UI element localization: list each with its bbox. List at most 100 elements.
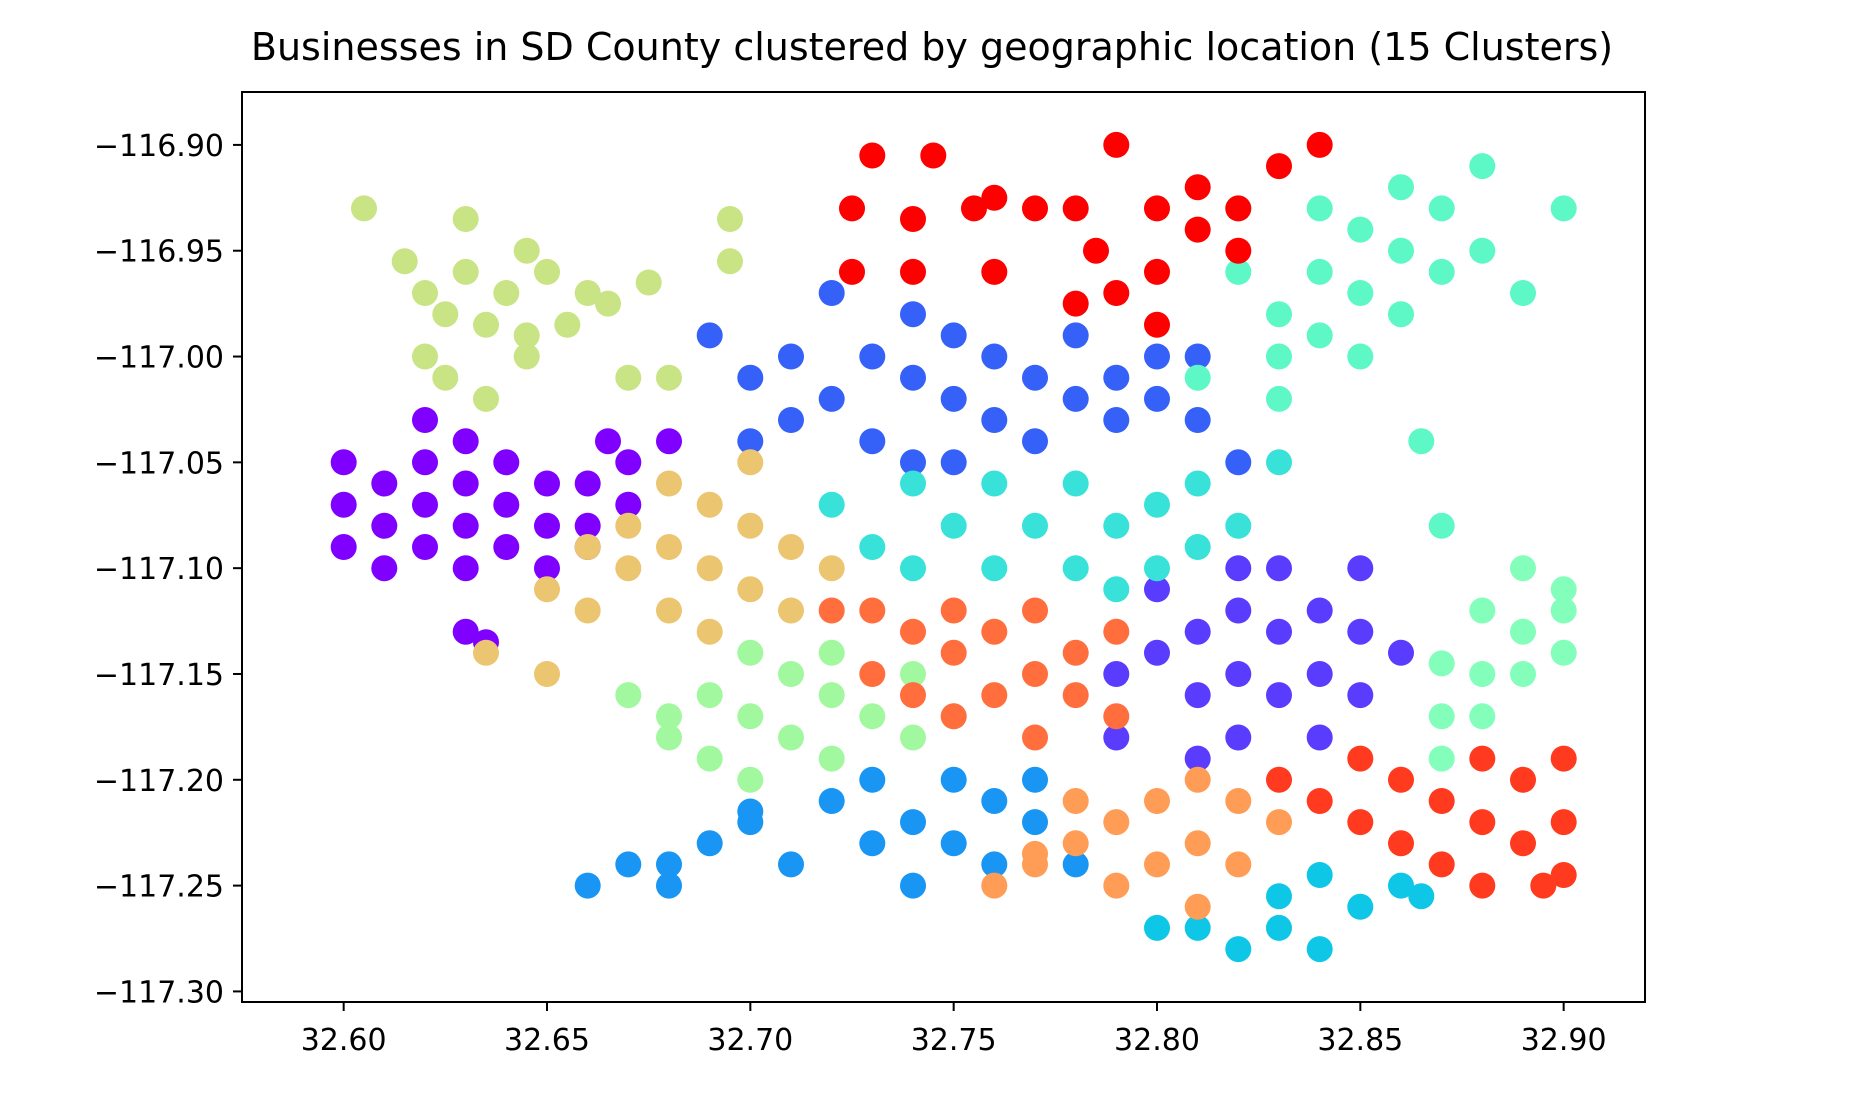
scatter-point-cluster-3-24: [1144, 385, 1170, 412]
scatter-point-cluster-10-3: [412, 280, 438, 306]
scatter-point-cluster-10-13: [574, 280, 601, 306]
scatter-point-cluster-2-9: [1266, 555, 1292, 582]
scatter-point-cluster-11-14: [737, 576, 764, 603]
scatter-point-cluster-14-14: [1550, 745, 1577, 772]
scatter-point-cluster-13-12: [1022, 724, 1048, 751]
scatter-point-cluster-1-12: [452, 470, 479, 497]
scatter-point-cluster-14-12: [1510, 766, 1536, 793]
scatter-point-cluster-12-4: [1103, 809, 1130, 836]
scatter-point-cluster-15-8: [839, 258, 865, 285]
scatter-point-cluster-9-13: [859, 703, 886, 730]
scatter-point-cluster-2-21: [1184, 745, 1211, 772]
scatter-point-cluster-11-19: [534, 661, 560, 687]
scatter-point-cluster-7-20: [1184, 364, 1211, 391]
scatter-point-cluster-1-9: [412, 491, 438, 518]
scatter-point-cluster-6-13: [1144, 491, 1170, 518]
scatter-point-cluster-11-1: [534, 576, 560, 603]
scatter-point-cluster-10-14: [595, 290, 621, 317]
scatter-point-cluster-4-16: [1022, 809, 1048, 836]
scatter-point-cluster-2-20: [1388, 639, 1414, 666]
scatter-point-cluster-9-4: [696, 682, 723, 709]
scatter-point-cluster-10-15: [412, 343, 438, 370]
scatter-point-cluster-11-7: [656, 534, 682, 560]
scatter-point-cluster-1-22: [574, 512, 601, 539]
scatter-point-cluster-11-16: [778, 597, 804, 624]
scatter-point-cluster-1-17: [493, 534, 520, 560]
scatter-point-cluster-10-1: [351, 195, 377, 222]
scatter-point-cluster-6-16: [1184, 470, 1211, 497]
scatter-point-cluster-4-11: [940, 766, 967, 793]
scatter-point-cluster-13-9: [981, 682, 1008, 709]
scatter-point-cluster-1-26: [615, 491, 642, 518]
scatter-point-cluster-2-4: [1184, 682, 1211, 709]
scatter-point-cluster-7-18: [1510, 280, 1536, 306]
scatter-point-cluster-8-5: [1469, 597, 1496, 624]
points-layer: [330, 131, 1577, 963]
scatter-point-cluster-10-5: [452, 206, 479, 232]
scatter-point-cluster-7-23: [1266, 385, 1292, 412]
scatter-point-cluster-10-23: [635, 269, 662, 296]
scatter-point-cluster-3-1: [737, 364, 764, 391]
scatter-point-cluster-12-11: [1225, 788, 1252, 814]
chart-title: Businesses in SD County clustered by geo…: [251, 25, 1613, 69]
scatter-point-cluster-2-18: [1103, 661, 1130, 687]
scatter-point-cluster-11-13: [737, 512, 764, 539]
scatter-point-cluster-4-1: [656, 872, 682, 899]
scatter-point-cluster-10-21: [717, 206, 743, 232]
scatter-point-cluster-4-2: [656, 851, 682, 878]
scatter-point-cluster-11-5: [615, 555, 642, 582]
scatter-point-cluster-2-7: [1225, 661, 1252, 687]
scatter-point-cluster-12-14: [1062, 788, 1089, 814]
scatter-point-cluster-13-10: [1022, 597, 1048, 624]
scatter-point-cluster-1-14: [452, 555, 479, 582]
scatter-point-cluster-1-21: [574, 470, 601, 497]
scatter-point-cluster-15-24: [1062, 290, 1089, 317]
scatter-point-cluster-14-4: [1347, 809, 1374, 836]
scatter-point-cluster-1-11: [452, 428, 479, 455]
scatter-point-cluster-3-8: [859, 428, 886, 455]
scatter-point-cluster-9-2: [656, 703, 682, 730]
scatter-point-cluster-2-10: [1266, 618, 1292, 645]
scatter-point-cluster-5-10: [1408, 883, 1435, 910]
scatter-point-cluster-3-2: [737, 428, 764, 455]
scatter-point-cluster-13-14: [1062, 682, 1089, 709]
scatter-point-cluster-9-11: [818, 639, 845, 666]
scatter-point-cluster-14-5: [1388, 766, 1414, 793]
scatter-point-cluster-10-7: [473, 311, 499, 338]
scatter-point-cluster-8-8: [1510, 555, 1536, 582]
scatter-point-cluster-10-19: [615, 364, 642, 391]
scatter-point-cluster-13-16: [1103, 703, 1130, 730]
scatter-point-cluster-4-14: [981, 851, 1008, 878]
scatter-point-cluster-15-4: [920, 142, 947, 169]
scatter-point-cluster-7-7: [1306, 322, 1333, 349]
y-tick-label: −117.30: [94, 975, 224, 1010]
scatter-point-cluster-3-16: [981, 407, 1008, 433]
scatter-point-cluster-12-9: [1184, 830, 1211, 857]
scatter-point-cluster-9-14: [900, 661, 926, 687]
scatter-point-cluster-1-24: [595, 428, 621, 455]
scatter-point-cluster-7-15: [1428, 258, 1455, 285]
scatter-point-cluster-2-15: [1347, 555, 1374, 582]
scatter-point-cluster-10-20: [656, 364, 682, 391]
scatter-point-cluster-1-15: [493, 449, 520, 476]
scatter-point-cluster-3-5: [818, 280, 845, 306]
scatter-point-cluster-2-6: [1225, 597, 1252, 624]
scatter-point-cluster-7-8: [1347, 216, 1374, 243]
scatter-point-cluster-12-12: [1225, 851, 1252, 878]
scatter-point-cluster-1-25: [615, 449, 642, 476]
scatter-point-cluster-15-15: [1144, 195, 1170, 222]
scatter-point-cluster-4-12: [940, 830, 967, 857]
scatter-point-cluster-11-8: [656, 597, 682, 624]
scatter-point-cluster-6-15: [1184, 534, 1211, 560]
scatter-point-cluster-3-22: [1103, 407, 1130, 433]
scatter-point-cluster-1-18: [534, 470, 560, 497]
scatter-point-cluster-11-12: [737, 449, 764, 476]
scatter-point-cluster-12-15: [1022, 840, 1048, 867]
scatter-point-cluster-5-4: [1306, 936, 1333, 963]
scatter-point-cluster-15-9: [900, 258, 926, 285]
scatter-point-cluster-14-10: [1469, 809, 1496, 836]
scatter-point-cluster-4-20: [737, 798, 764, 825]
scatter-point-cluster-8-10: [1550, 639, 1577, 666]
scatter-point-cluster-14-15: [1550, 809, 1577, 836]
scatter-point-cluster-9-1: [615, 682, 642, 709]
